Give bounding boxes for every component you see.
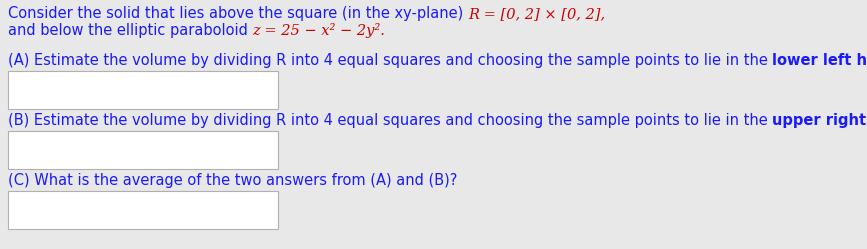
- Text: (A) Estimate the volume by dividing R into 4 equal squares and choosing the samp: (A) Estimate the volume by dividing R in…: [8, 53, 772, 68]
- Text: R = [0, 2] × [0, 2],: R = [0, 2] × [0, 2],: [468, 7, 605, 21]
- Text: lower left hand corners: lower left hand corners: [772, 53, 867, 68]
- Text: upper right hand corners: upper right hand corners: [772, 113, 867, 128]
- Text: z = 25 − x² − 2y².: z = 25 − x² − 2y².: [252, 23, 385, 38]
- Text: and below the elliptic paraboloid: and below the elliptic paraboloid: [8, 23, 252, 38]
- Text: (B) Estimate the volume by dividing R into 4 equal squares and choosing the samp: (B) Estimate the volume by dividing R in…: [8, 113, 772, 128]
- Text: Consider the solid that lies above the square (in the xy-plane): Consider the solid that lies above the s…: [8, 6, 468, 21]
- Text: (C) What is the average of the two answers from (A) and (B)?: (C) What is the average of the two answe…: [8, 173, 458, 188]
